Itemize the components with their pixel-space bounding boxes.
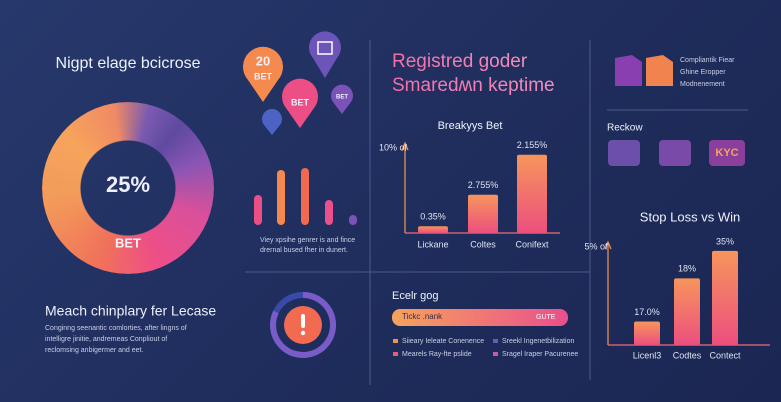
tag-icon [646,55,673,86]
caption: Viey xpsihe genrer is and fince [260,237,355,244]
x-tick-label: Licenl3 [633,350,662,360]
legend-text: Mearels Ray-fte pslide [402,351,472,358]
bar-annotation: 18% [678,264,696,274]
bar [325,200,333,225]
review-icon [608,140,640,166]
chart-title: Breakyys Bet [438,120,503,132]
bar [301,168,309,225]
caption: drernal bused fher in dunert. [260,247,348,254]
progress-label: Tickc .nank [402,312,443,321]
pin [282,78,318,128]
badge-text: Compliantik Fiear [680,57,735,64]
section-title: Reckow [607,123,643,134]
legend-swatch [493,339,498,343]
donut-ring [42,102,214,274]
progress-title: Ecelr gog [392,290,438,302]
body-text: intelligre jinitie, andremeas Conpliout … [45,336,167,343]
bar [517,154,547,233]
review-icon [659,140,691,166]
alert-icon [301,314,305,328]
bar [634,321,660,345]
bar [674,278,700,345]
badge-text: Ghine Eropper [680,69,726,76]
x-tick-label: Contect [709,350,741,360]
pin-label: 20 [256,53,270,68]
pin-label: BET [336,95,348,101]
bar-annotation: 17.0% [634,307,660,317]
axis-arrow [604,240,612,250]
x-tick-label: Coltes [470,239,496,249]
y-axis-label: 10% of [379,142,408,152]
x-tick-label: Conifext [515,239,549,249]
y-axis-label: 5% of [584,241,608,251]
bar [349,215,357,225]
bar [418,226,448,233]
body-text: Conginng seenantic comlorties, after lin… [45,325,187,332]
review-icon [709,140,745,166]
x-tick-label: Lickane [417,239,448,249]
bar [468,194,498,233]
pin-label: BET [254,71,273,81]
pin [243,46,283,102]
bar-annotation: 2.755% [468,180,499,190]
pin [331,84,354,114]
gauge-ring [270,292,336,358]
pin-label: BET [291,97,310,107]
headline: Smaredʍn keptime [392,75,555,96]
donut-label: BET [115,235,141,250]
panel-title: Nigpt elage bcicrose [56,55,201,72]
tag-icon [615,55,642,86]
legend-swatch [393,339,398,343]
legend-text: Sragel Iraper Pacurenee [502,351,578,358]
pin [262,109,282,135]
badge-text: Modnenement [680,81,725,88]
bar-annotation: 35% [716,236,734,246]
progress-bar [392,309,568,326]
legend-text: Siieary Ieleate Conenence [402,338,484,345]
bar-annotation: 2.155% [517,140,548,150]
bar [712,250,738,345]
bar [254,195,262,225]
donut-value: 25% [106,172,150,197]
headline: Registred goder [392,51,528,72]
legend-swatch [493,352,498,356]
x-tick-label: Codtes [673,350,702,360]
heading: Meach chinplary fer Lecase [45,303,216,319]
chart-title: Stop Loss vs Win [640,209,740,224]
bar-annotation: 0.35% [420,212,446,222]
pin-icon [317,41,333,55]
legend-swatch [393,352,398,356]
review-label: KYC [715,147,738,159]
bar [277,170,285,225]
axis-arrow [401,141,409,151]
body-text: reclomsing anbigermer and eet. [45,347,143,354]
alert-icon [300,330,306,336]
legend-text: Sreekl Ingenetbilization [502,338,574,345]
progress-label: GUTE [536,314,556,321]
